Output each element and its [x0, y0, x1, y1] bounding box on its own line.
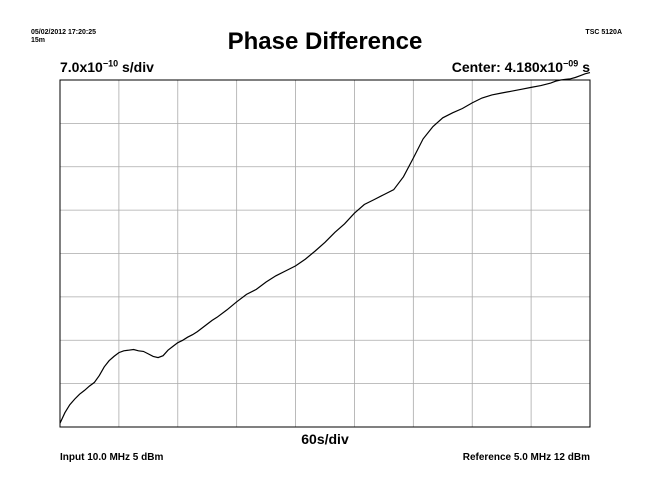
center-unit: s [578, 59, 590, 75]
phase-trace [59, 72, 591, 424]
center-mantissa: Center: 4.180x10 [451, 59, 564, 75]
y-scale-label: 7.0x10−10 s/div [60, 59, 154, 75]
input-label: Input 10.0 MHz 5 dBm [60, 452, 164, 463]
y-scale-unit: s/div [118, 59, 154, 75]
center-exponent: −09 [563, 58, 579, 69]
y-scale-mantissa: 7.0x10 [60, 59, 103, 75]
plot-frame [59, 79, 591, 428]
y-scale-exponent: −10 [102, 58, 119, 69]
reference-label: Reference 5.0 MHz 12 dBm [462, 452, 590, 463]
date-time-label: 05/02/2012 17:20:25 [31, 29, 96, 36]
span-label: 15m [31, 37, 46, 44]
chart-title: Phase Difference [227, 28, 423, 55]
plot-grid [60, 80, 590, 427]
center-label: Center: 4.180x10−09 s [452, 59, 590, 75]
instrument-label: TSC 5120A [585, 29, 622, 36]
x-scale-label: 60s/div [301, 431, 349, 447]
timestamp: 05/02/2012 17:20:25 15m [31, 29, 96, 45]
